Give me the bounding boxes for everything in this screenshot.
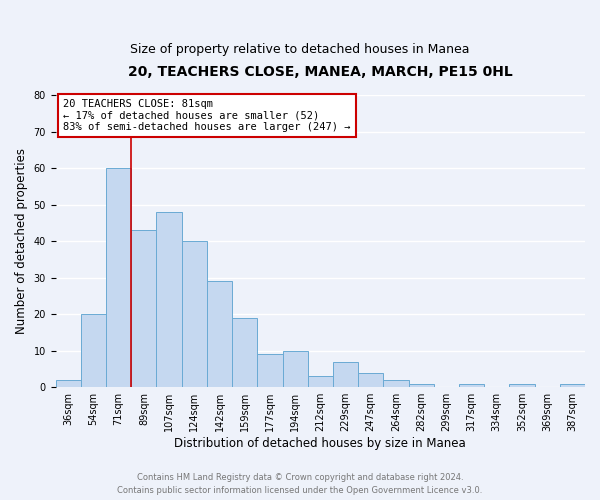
Bar [560,384,585,387]
Bar [283,350,308,387]
Bar [157,212,182,387]
Text: 20 TEACHERS CLOSE: 81sqm
← 17% of detached houses are smaller (52)
83% of semi-d: 20 TEACHERS CLOSE: 81sqm ← 17% of detach… [63,99,351,132]
Bar [81,314,106,387]
Bar [409,384,434,387]
Bar [459,384,484,387]
Text: Size of property relative to detached houses in Manea: Size of property relative to detached ho… [130,42,470,56]
Bar [56,380,81,387]
Bar [358,372,383,387]
Bar [308,376,333,387]
Bar [232,318,257,387]
Bar [131,230,157,387]
Text: Contains HM Land Registry data © Crown copyright and database right 2024.
Contai: Contains HM Land Registry data © Crown c… [118,474,482,495]
Y-axis label: Number of detached properties: Number of detached properties [15,148,28,334]
X-axis label: Distribution of detached houses by size in Manea: Distribution of detached houses by size … [175,437,466,450]
Bar [182,242,207,387]
Bar [106,168,131,387]
Bar [257,354,283,387]
Bar [333,362,358,387]
Bar [509,384,535,387]
Bar [383,380,409,387]
Title: 20, TEACHERS CLOSE, MANEA, MARCH, PE15 0HL: 20, TEACHERS CLOSE, MANEA, MARCH, PE15 0… [128,65,513,79]
Bar [207,282,232,387]
